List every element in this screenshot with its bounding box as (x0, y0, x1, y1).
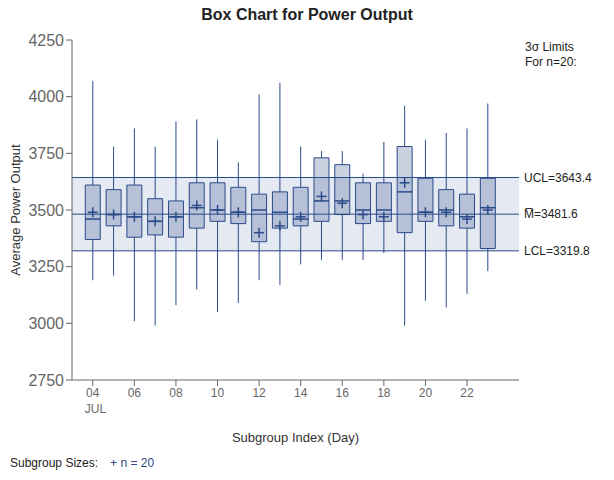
svg-text:Subgroup Index (Day): Subgroup Index (Day) (232, 430, 359, 445)
svg-text:3500: 3500 (28, 202, 64, 219)
svg-text:3750: 3750 (28, 145, 64, 162)
svg-text:2750: 2750 (28, 372, 64, 389)
svg-text:04: 04 (86, 386, 100, 400)
html-text:3σ Limits For n=20:: 3σ Limits For n=20: (525, 40, 577, 69)
html-text:+ n = 20: + n = 20 (110, 456, 155, 470)
svg-text:12: 12 (252, 386, 266, 400)
svg-text:22: 22 (460, 386, 474, 400)
svg-text:JUL: JUL (85, 402, 107, 416)
html-text:Box Chart for Power Output: Box Chart for Power Output (201, 6, 413, 23)
svg-text:08: 08 (169, 386, 183, 400)
svg-text:18: 18 (377, 386, 391, 400)
svg-text:LCL=3319.8: LCL=3319.8 (524, 244, 590, 258)
svg-text:20: 20 (419, 386, 433, 400)
svg-text:14: 14 (294, 386, 308, 400)
svg-text:4000: 4000 (28, 88, 64, 105)
svg-text:UCL=3643.4: UCL=3643.4 (524, 171, 592, 185)
svg-text:06: 06 (128, 386, 142, 400)
svg-text:Average Power Output: Average Power Output (8, 144, 23, 276)
svg-text:10: 10 (211, 386, 225, 400)
svg-text:16: 16 (336, 386, 350, 400)
svg-text:4250: 4250 (28, 32, 64, 49)
svg-text:3250: 3250 (28, 258, 64, 275)
svg-text:M̅=3481.6: M̅=3481.6 (524, 207, 578, 221)
html-text:Subgroup Sizes:: Subgroup Sizes: (10, 456, 99, 470)
svg-text:3000: 3000 (28, 315, 64, 332)
